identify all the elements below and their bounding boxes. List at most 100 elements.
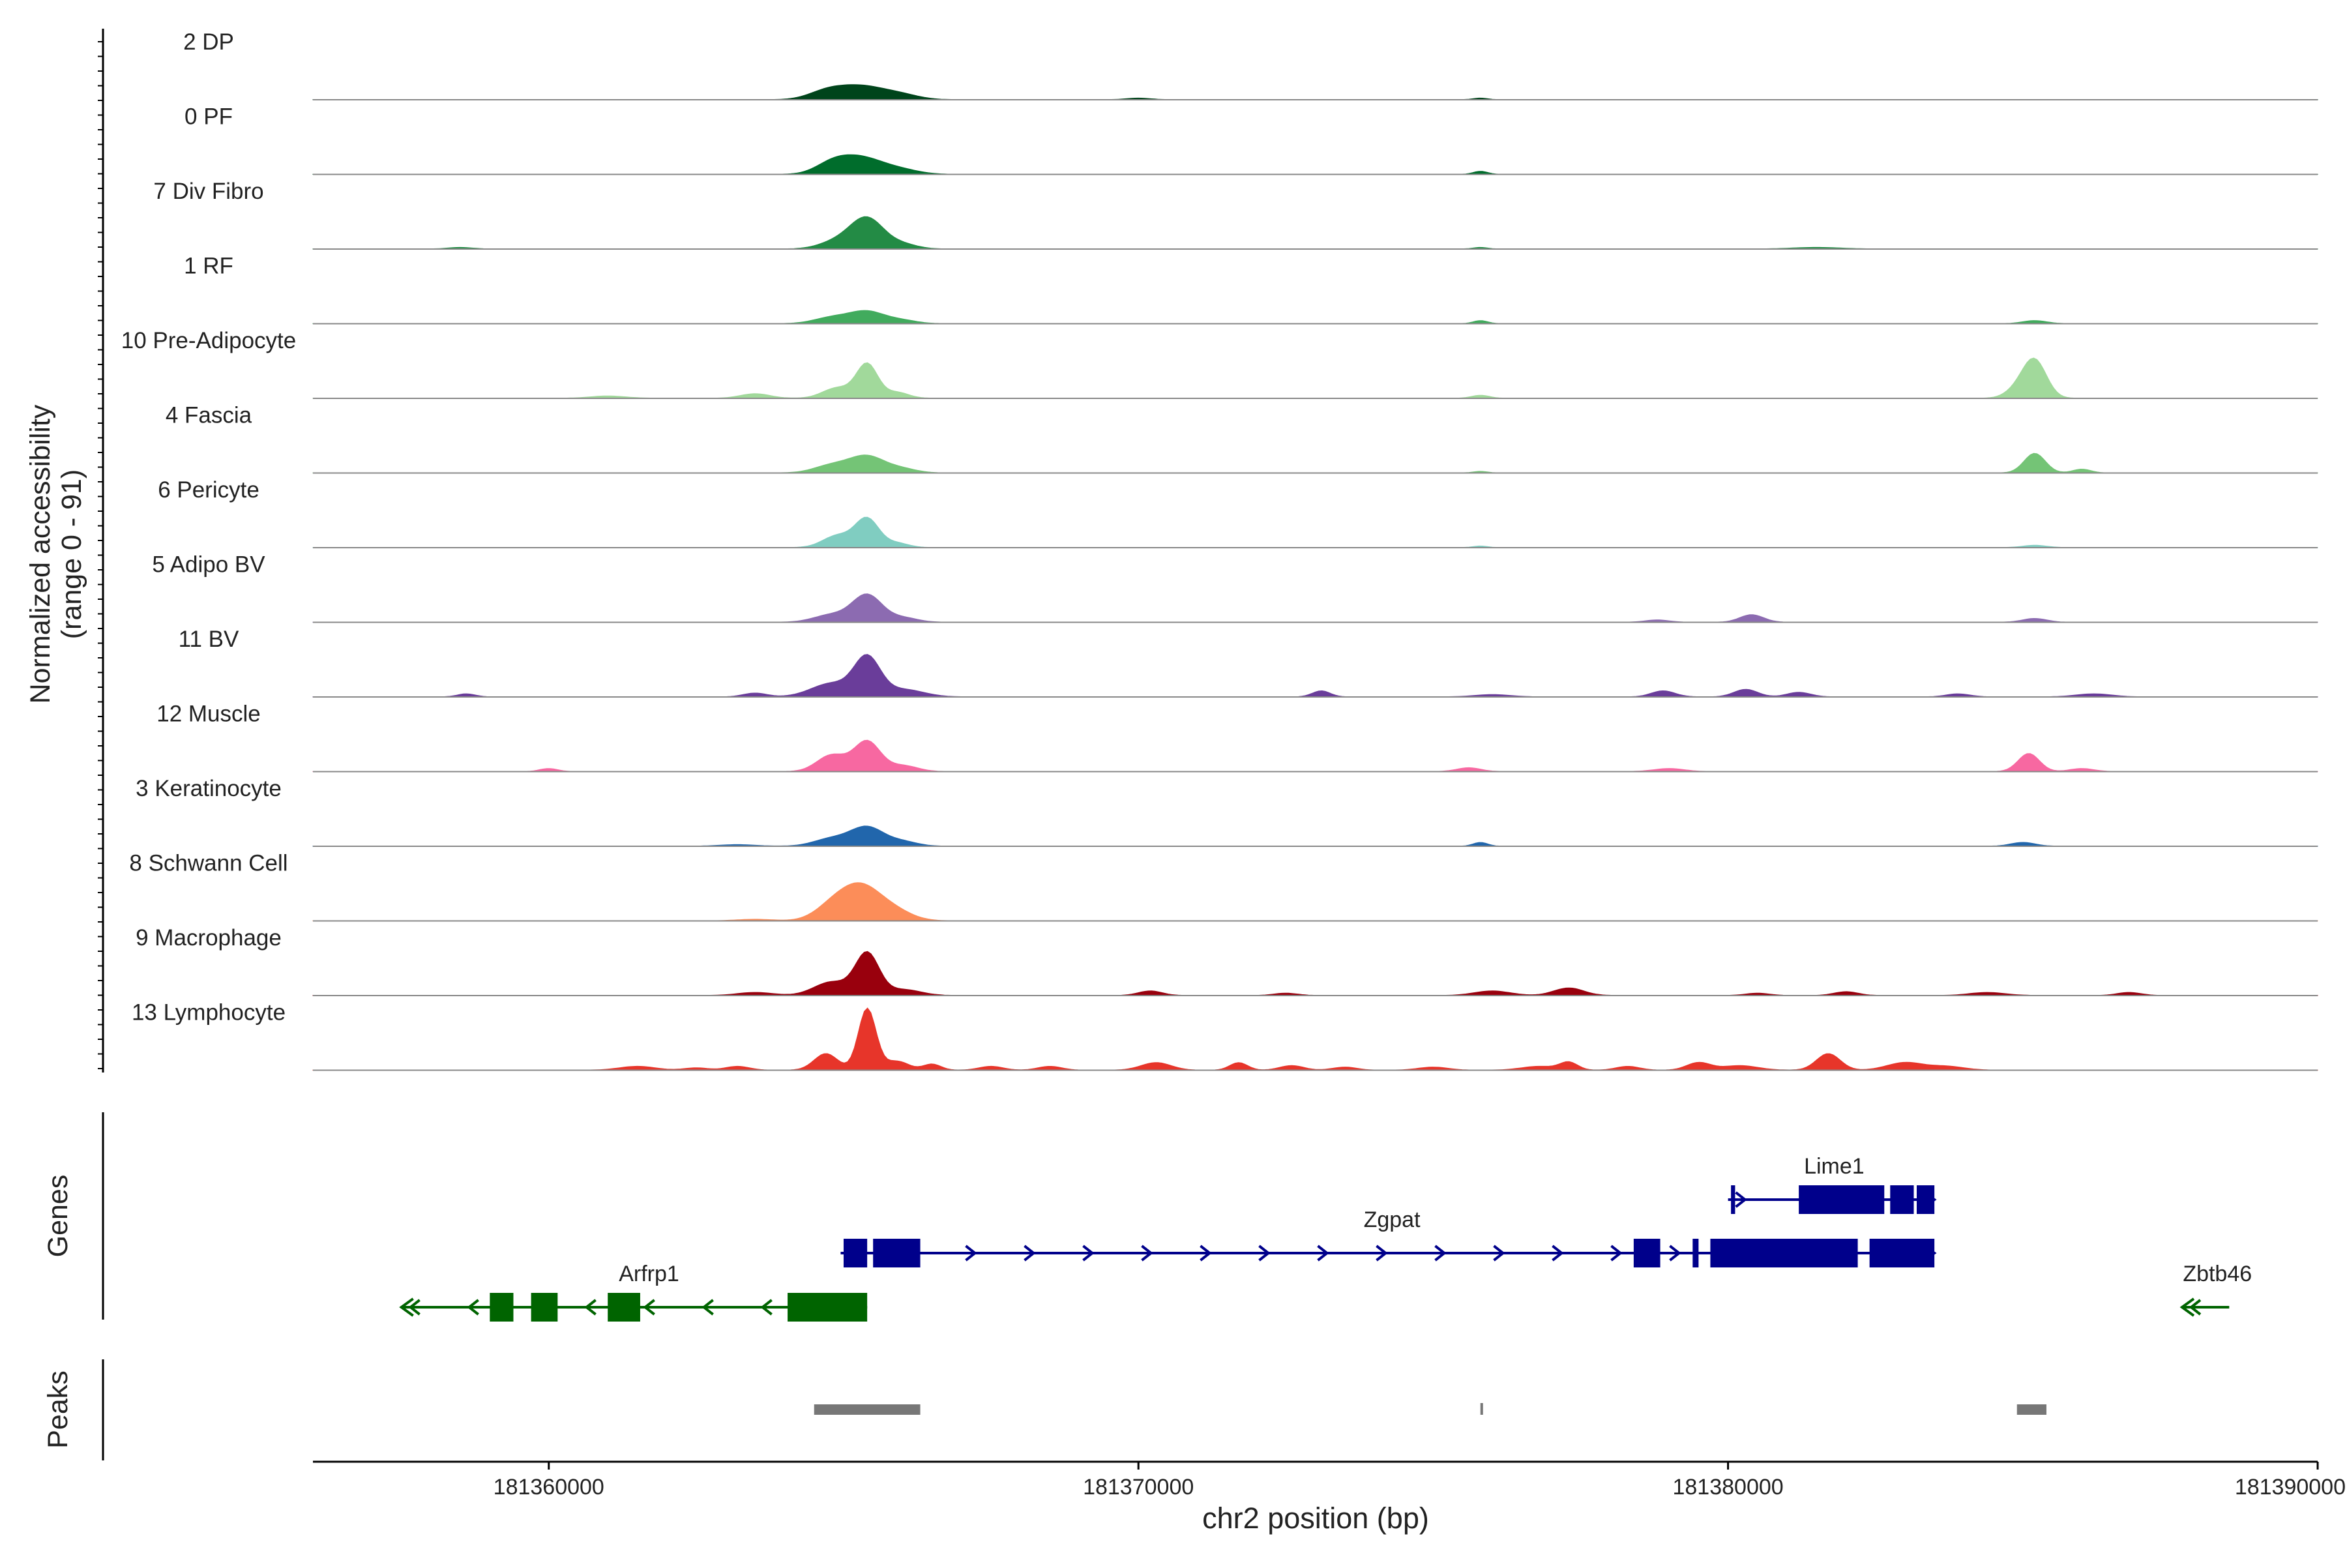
coverage-area bbox=[312, 216, 2318, 250]
track-4: 10 Pre-Adipocyte bbox=[121, 328, 2318, 399]
y-axis-subtitle: (range 0 - 91) bbox=[56, 469, 87, 640]
track-label: 7 Div Fibro bbox=[153, 179, 263, 204]
gene-exon bbox=[788, 1293, 868, 1322]
gene-zgpat: Zgpat bbox=[840, 1207, 1937, 1267]
gene-label: Zgpat bbox=[1364, 1207, 1421, 1232]
track-label: 2 DP bbox=[183, 29, 234, 55]
gene-exon bbox=[1917, 1185, 1935, 1214]
gene-exon bbox=[1710, 1239, 1858, 1267]
track-label: 8 Schwann Cell bbox=[129, 851, 288, 876]
track-9: 12 Muscle bbox=[156, 702, 2318, 773]
track-5: 4 Fascia bbox=[166, 403, 2318, 474]
coverage-area bbox=[312, 654, 2318, 698]
peaks-track bbox=[814, 1403, 2046, 1415]
track-label: 0 PF bbox=[185, 104, 233, 130]
coverage-area bbox=[312, 882, 2318, 921]
track-label: 5 Adipo BV bbox=[152, 552, 265, 578]
gene-exon bbox=[1869, 1239, 1935, 1267]
track-13: 13 Lymphocyte bbox=[132, 1000, 2318, 1071]
strand-chevron bbox=[1735, 1191, 1747, 1208]
strand-chevron bbox=[408, 1299, 421, 1316]
strand-chevron bbox=[1200, 1245, 1212, 1262]
track-label: 9 Macrophage bbox=[136, 925, 282, 951]
strand-chevron bbox=[2189, 1299, 2202, 1316]
peak-region bbox=[1480, 1403, 1483, 1415]
track-12: 9 Macrophage bbox=[136, 925, 2318, 996]
strand-chevron bbox=[1141, 1245, 1153, 1262]
gene-zbtb46: Zbtb46 bbox=[2179, 1262, 2252, 1317]
genes-track-label: Genes bbox=[42, 1175, 74, 1258]
track-6: 6 Pericyte bbox=[158, 477, 2318, 548]
gene-exon bbox=[1799, 1185, 1885, 1214]
coverage-area bbox=[312, 1007, 2318, 1071]
strand-chevron bbox=[1493, 1245, 1505, 1262]
strand-chevron bbox=[1552, 1245, 1564, 1262]
gene-annotation-track: Lime1 Zgpat Arfrp1 Zbtb46 bbox=[399, 1154, 2252, 1322]
coverage-area bbox=[312, 310, 2318, 324]
gene-label: Zbtb46 bbox=[2183, 1262, 2252, 1286]
x-tick-label: 181380000 bbox=[1672, 1475, 1783, 1500]
track-11: 8 Schwann Cell bbox=[129, 851, 2318, 922]
track-label: 13 Lymphocyte bbox=[132, 1000, 286, 1026]
track-2: 7 Div Fibro bbox=[153, 179, 2318, 250]
gene-exon bbox=[843, 1239, 868, 1267]
peak-region bbox=[2016, 1404, 2046, 1415]
x-tick-label: 181390000 bbox=[2235, 1475, 2346, 1500]
strand-chevron bbox=[643, 1299, 655, 1316]
strand-chevron bbox=[1082, 1245, 1095, 1262]
track-10: 3 Keratinocyte bbox=[136, 776, 2318, 847]
peaks-track-label: Peaks bbox=[42, 1370, 74, 1449]
x-tick-label: 181360000 bbox=[494, 1475, 604, 1500]
strand-chevron bbox=[584, 1299, 597, 1316]
strand-chevron bbox=[1434, 1245, 1447, 1262]
x-axis-title: chr2 position (bp) bbox=[1202, 1501, 1429, 1535]
gene-exon bbox=[1692, 1239, 1699, 1267]
track-label: 6 Pericyte bbox=[158, 477, 259, 503]
coverage-area bbox=[312, 84, 2318, 100]
strand-chevron bbox=[1258, 1245, 1271, 1262]
track-label: 10 Pre-Adipocyte bbox=[121, 328, 296, 353]
accessibility-y-axis bbox=[98, 29, 104, 1072]
track-label: 4 Fascia bbox=[166, 403, 252, 428]
track-1: 0 PF bbox=[185, 104, 2318, 175]
coverage-area bbox=[312, 593, 2318, 623]
gene-label: Lime1 bbox=[1804, 1154, 1865, 1179]
strand-chevron bbox=[1669, 1245, 1681, 1262]
strand-chevron bbox=[760, 1299, 773, 1316]
strand-arrowhead bbox=[2179, 1297, 2195, 1317]
coverage-area bbox=[312, 357, 2318, 399]
accessibility-tracks: 2 DP 0 PF 7 Div Fibro 1 RF 10 Pre-Adipocyte 4… bbox=[121, 29, 2318, 1071]
gene-exon bbox=[1890, 1185, 1914, 1214]
strand-chevron bbox=[701, 1299, 714, 1316]
strand-chevron bbox=[1317, 1245, 1329, 1262]
position-x-axis: 181360000 181370000 181380000 181390000 bbox=[313, 1460, 2346, 1500]
gene-exon bbox=[608, 1293, 640, 1322]
coverage-area bbox=[312, 825, 2318, 847]
track-label: 3 Keratinocyte bbox=[136, 776, 282, 801]
coverage-area bbox=[312, 516, 2318, 548]
y-axis-title: Normalized accessibility bbox=[25, 404, 56, 703]
gene-exon bbox=[531, 1293, 558, 1322]
strand-arrowhead bbox=[399, 1297, 414, 1317]
track-8: 11 BV bbox=[179, 627, 2318, 698]
x-tick-label: 181370000 bbox=[1083, 1475, 1194, 1500]
gene-exon bbox=[1731, 1185, 1735, 1214]
gene-arfrp1: Arfrp1 bbox=[399, 1262, 868, 1322]
strand-chevron bbox=[1610, 1245, 1623, 1262]
track-label: 1 RF bbox=[184, 254, 233, 279]
strand-chevron bbox=[965, 1245, 977, 1262]
gene-label: Arfrp1 bbox=[619, 1262, 679, 1286]
gene-exon bbox=[873, 1239, 921, 1267]
strand-chevron bbox=[1024, 1245, 1036, 1262]
track-3: 1 RF bbox=[184, 254, 2318, 325]
gene-exon bbox=[490, 1293, 514, 1322]
coverage-area bbox=[312, 452, 2318, 473]
track-7: 5 Adipo BV bbox=[152, 552, 2318, 623]
track-label: 12 Muscle bbox=[156, 702, 261, 727]
coverage-area bbox=[312, 739, 2318, 772]
gene-exon bbox=[1633, 1239, 1661, 1267]
strand-chevron bbox=[467, 1299, 479, 1316]
track-label: 11 BV bbox=[179, 627, 239, 652]
